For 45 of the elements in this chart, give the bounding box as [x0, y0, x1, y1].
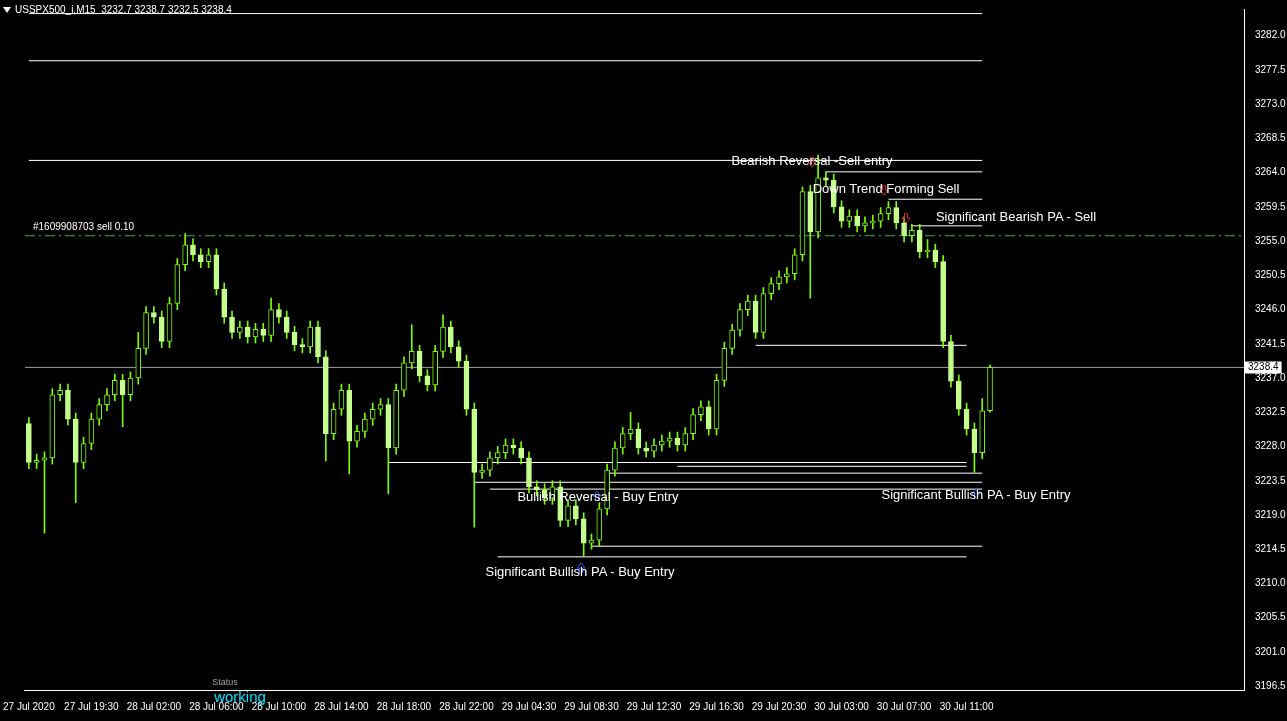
candlestick: [151, 306, 157, 324]
y-tick-label: 3228.0: [1255, 440, 1287, 452]
x-tick-label: 30 Jul 07:00: [876, 700, 932, 712]
x-tick-label: 27 Jul 19:30: [64, 700, 120, 712]
x-tick-label: 29 Jul 20:30: [751, 700, 807, 712]
y-tick-label: 3282.0: [1255, 29, 1287, 41]
y-tick-label: 3223.5: [1255, 474, 1287, 486]
x-tick-label: 29 Jul 16:30: [689, 700, 745, 712]
y-tick-label: 3210.0: [1255, 577, 1287, 589]
x-tick-label: 29 Jul 08:30: [564, 700, 620, 712]
ref-line-label: #1609908703 sell 0.10: [32, 221, 135, 233]
y-tick-label: 3273.0: [1255, 97, 1287, 109]
y-tick-label: 3232.5: [1255, 406, 1287, 418]
annotation: Significant Bullish PA - Buy Entry: [485, 563, 675, 579]
y-tick-label: 3196.5: [1255, 679, 1287, 691]
y-tick-label: 3255.0: [1255, 234, 1287, 246]
x-tick-label: 28 Jul 02:00: [126, 700, 182, 712]
candlestick: [862, 216, 868, 233]
x-tick-label: 28 Jul 14:00: [314, 700, 370, 712]
x-tick-label: 27 Jul 2020: [3, 700, 56, 712]
annotation: Significant Bearish PA - Sell: [935, 208, 1097, 224]
y-tick-label: 3237.0: [1255, 371, 1287, 383]
x-tick-label: 30 Jul 11:00: [939, 700, 994, 712]
x-tick-label: 29 Jul 12:30: [626, 700, 682, 712]
x-tick-label: 28 Jul 18:00: [376, 700, 432, 712]
y-tick-label: 3205.5: [1255, 611, 1287, 623]
chart-title: USSPX500_i,M15 3232.7 3238.7 3232.5 3238.4: [15, 4, 232, 15]
x-tick-label: 28 Jul 22:00: [439, 700, 495, 712]
y-tick-label: 3219.0: [1255, 508, 1287, 520]
x-tick-label: 29 Jul 04:30: [501, 700, 557, 712]
annotation: Status: [212, 677, 238, 687]
candlestick: [784, 267, 790, 284]
y-tick-label: 3277.5: [1255, 63, 1287, 75]
x-tick-label: 30 Jul 03:00: [814, 700, 870, 712]
y-tick-label: 3246.0: [1255, 303, 1287, 315]
y-tick-label: 3214.5: [1255, 542, 1287, 554]
y-tick-label: 3259.5: [1255, 200, 1287, 212]
y-tick-label: 3241.5: [1255, 337, 1287, 349]
y-tick-label: 3250.5: [1255, 269, 1287, 281]
annotation: Significant Bullish PA - Buy Entry: [881, 486, 1071, 502]
y-tick-label: 3264.0: [1255, 166, 1287, 178]
ref-line-label: 3238.4: [1248, 361, 1280, 373]
y-tick-label: 3268.5: [1255, 132, 1287, 144]
y-tick-label: 3201.0: [1255, 645, 1287, 657]
candlestick: [479, 463, 485, 479]
